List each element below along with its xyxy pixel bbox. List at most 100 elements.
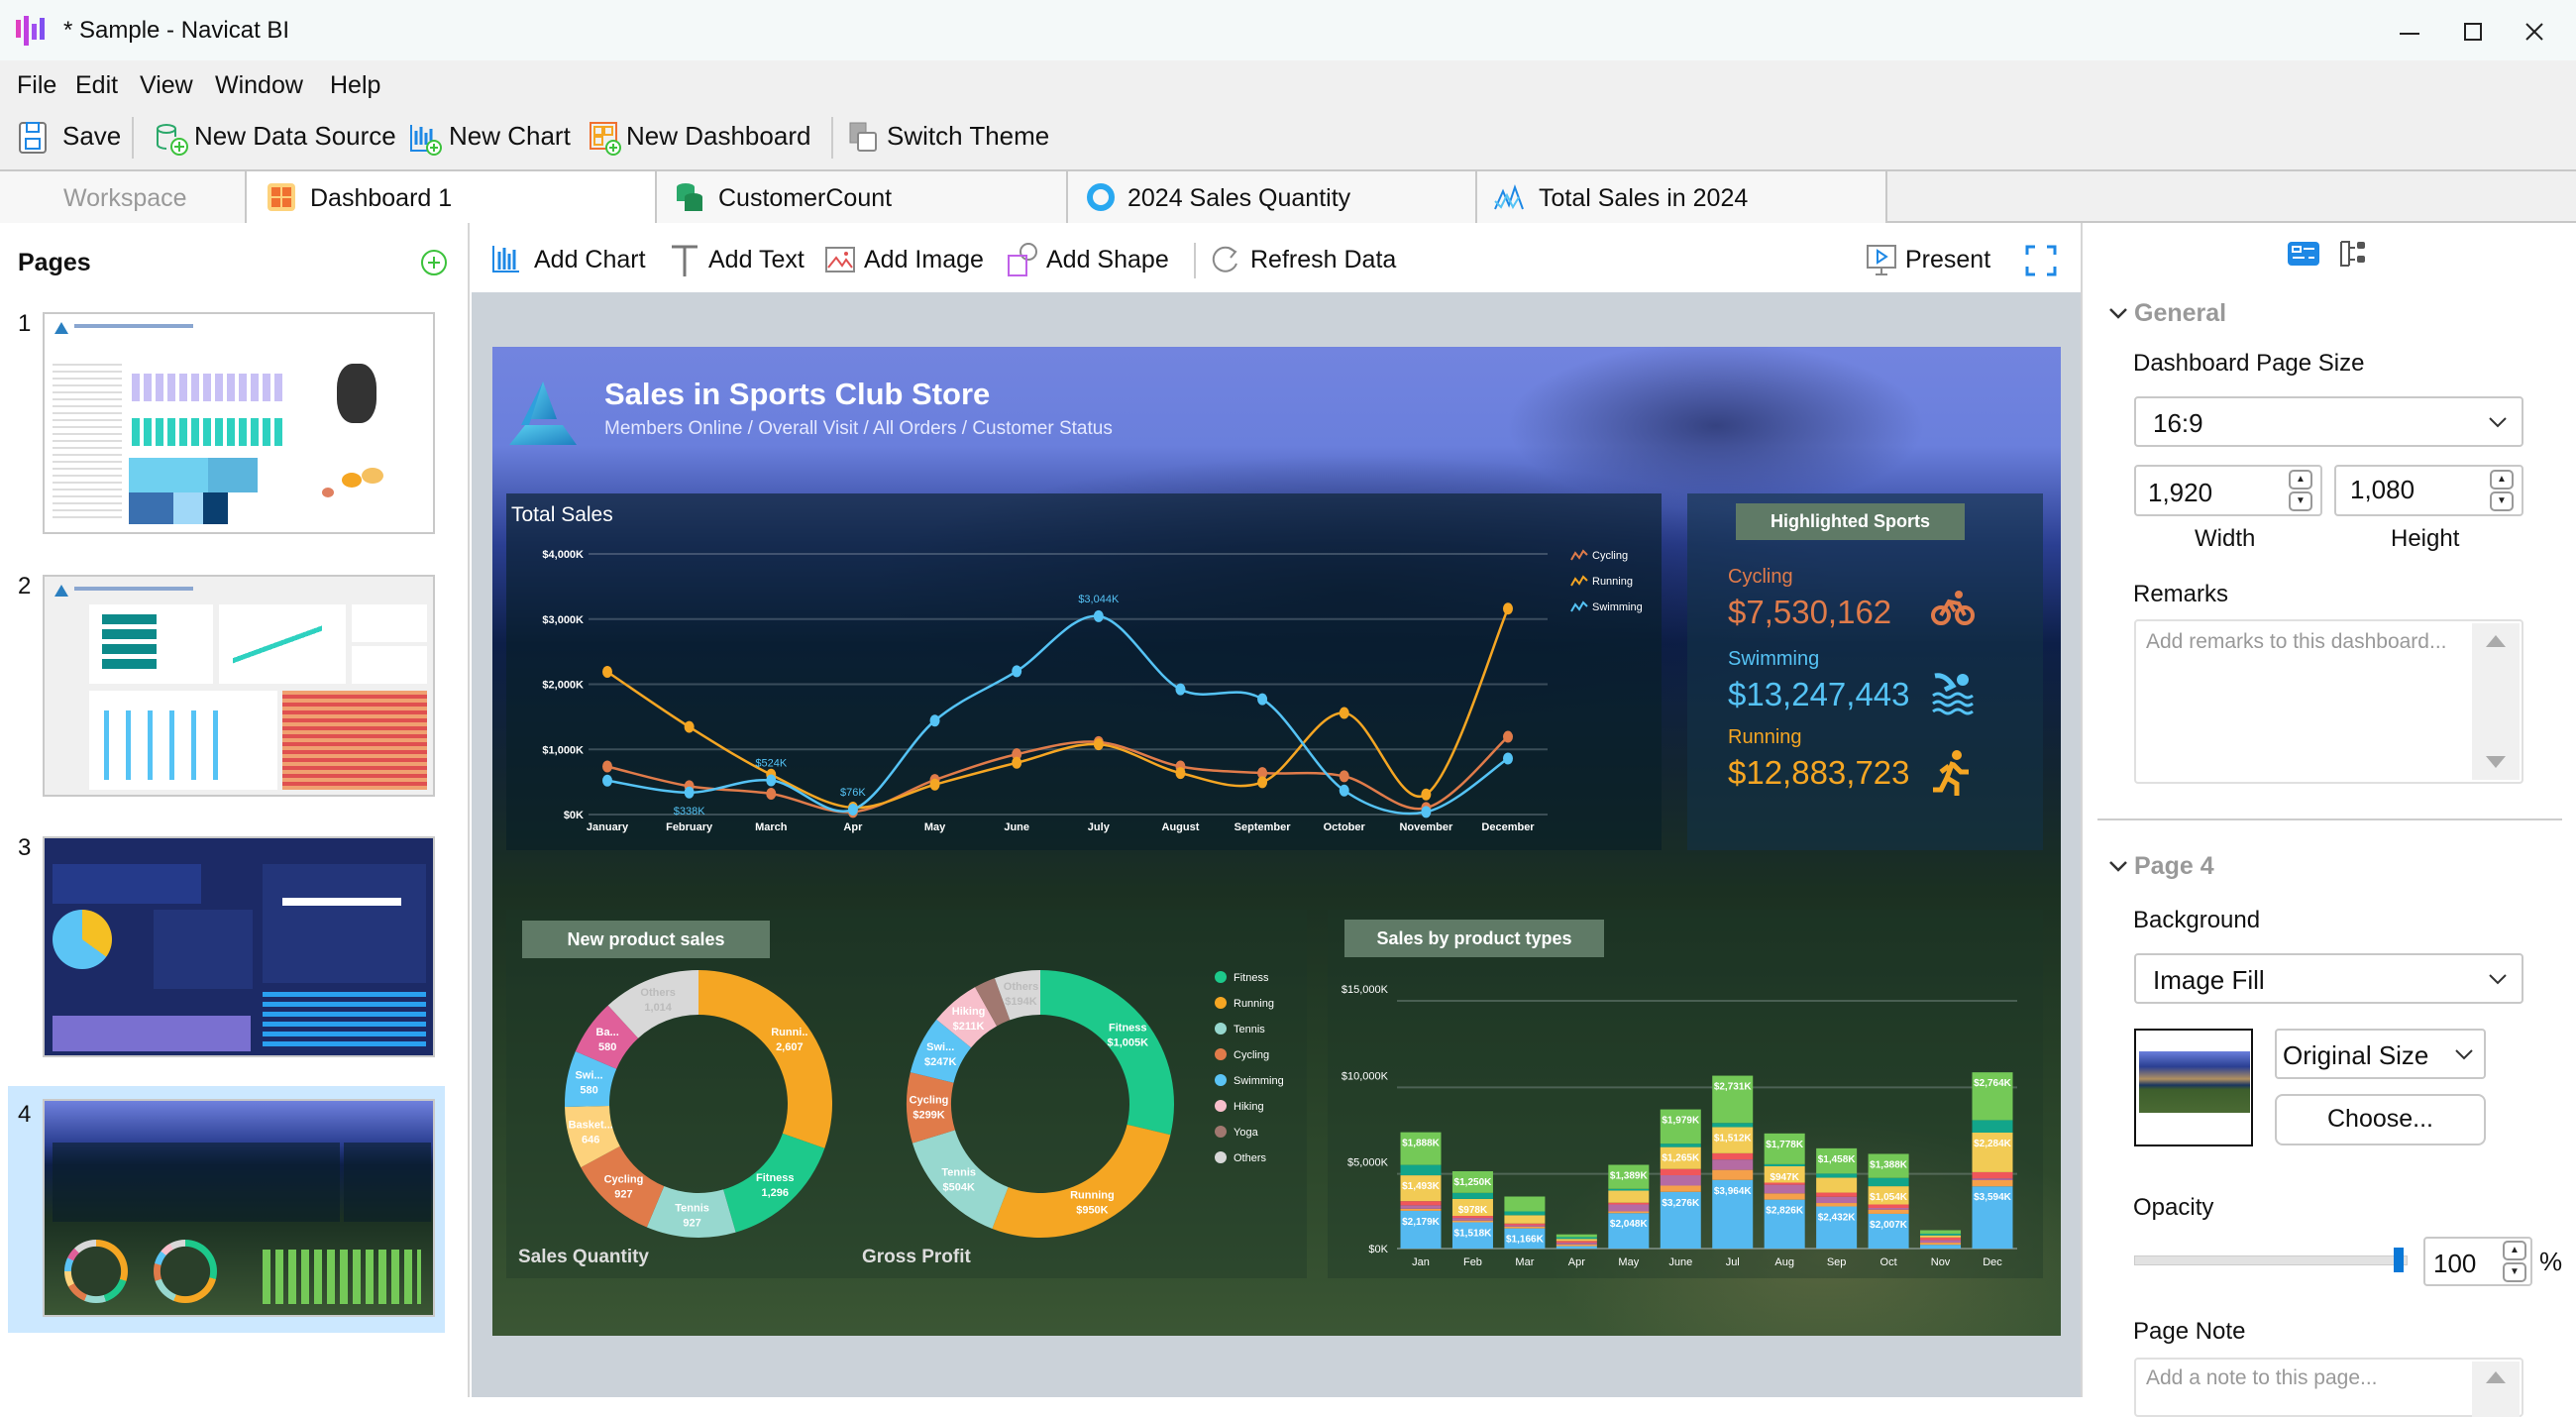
decrement-button[interactable]: ▼: [2289, 491, 2312, 511]
present-button[interactable]: Present: [1866, 242, 2004, 279]
data-label: $76K: [840, 787, 866, 799]
layers-view-icon[interactable]: [2338, 240, 2368, 268]
add-chart-button[interactable]: Add Chart: [489, 242, 658, 279]
opacity-slider[interactable]: [2134, 1255, 2408, 1265]
bar-segment: [1920, 1230, 1962, 1234]
close-icon[interactable]: [2522, 20, 2546, 44]
new-chart-button[interactable]: New Chart: [404, 117, 583, 159]
scroll-up-icon[interactable]: [2486, 635, 2506, 647]
scrollbar[interactable]: [2472, 623, 2520, 780]
slice-label: Fitness: [1109, 1022, 1147, 1034]
tab-dashboard-1[interactable]: Dashboard 1: [247, 171, 657, 225]
x-tick-label: Nov: [1931, 1256, 1951, 1268]
donut-slice: [936, 987, 998, 1048]
y-tick-label: $2,000K: [542, 680, 584, 692]
decrement-button[interactable]: ▼: [2490, 491, 2514, 511]
page-thumbnail-1[interactable]: [43, 312, 435, 534]
tab-workspace[interactable]: Workspace: [0, 171, 247, 223]
series-line-cycling: [606, 735, 1509, 814]
opacity-slider-thumb[interactable]: [2394, 1248, 2404, 1272]
gross-profit-label: Gross Profit: [862, 1247, 971, 1267]
legend-marker: [1215, 1074, 1227, 1086]
bar-segment: [1660, 1185, 1701, 1192]
menu-window[interactable]: Window: [215, 71, 303, 99]
properties-view-icon[interactable]: [2287, 241, 2320, 267]
new-dashboard-button[interactable]: New Dashboard: [585, 117, 822, 159]
y-tick-label: $15,000K: [1342, 984, 1389, 996]
sales-by-product-types-panel[interactable]: Sales by product types $0K $5,000K $10,000…: [1328, 910, 2043, 1278]
increment-button[interactable]: ▲: [2503, 1241, 2526, 1260]
page-note-textarea[interactable]: Add a note to this page...: [2134, 1358, 2523, 1417]
bar-segment: [1764, 1193, 1805, 1200]
width-input[interactable]: 1,920 ▲ ▼: [2134, 465, 2322, 516]
menu-edit[interactable]: Edit: [75, 71, 119, 99]
tab-2024-sales-quantity[interactable]: 2024 Sales Quantity: [1068, 171, 1477, 223]
page-section-header[interactable]: Page 4: [2134, 852, 2214, 880]
bar-segment: [1764, 1133, 1805, 1164]
new-product-sales-panel[interactable]: New product sales Runni.. 2,607 Fitness 1,2…: [506, 910, 1307, 1278]
image-size-select[interactable]: Original Size: [2275, 1029, 2486, 1079]
slice-label: Runni..: [771, 1027, 807, 1038]
bar-segment: [1451, 1216, 1493, 1219]
highlighted-sports-panel[interactable]: Highlighted Sports Cycling $7,530,162 Sw…: [1687, 493, 2043, 850]
series-line-running: [606, 607, 1510, 810]
slice-label: Fitness: [756, 1172, 795, 1184]
scrollbar[interactable]: [2472, 1362, 2520, 1417]
scroll-up-icon[interactable]: [2486, 1371, 2506, 1383]
legend-icon: [1570, 575, 1588, 587]
page-thumbnail-2[interactable]: [43, 575, 435, 797]
minimize-icon[interactable]: [2398, 20, 2421, 44]
data-label: $2,179K: [1402, 1217, 1441, 1228]
background-image-preview[interactable]: [2134, 1029, 2253, 1146]
choose-image-button[interactable]: Choose...: [2275, 1094, 2486, 1145]
data-point: [684, 786, 695, 799]
page-thumbnail-4[interactable]: [43, 1099, 435, 1317]
increment-button[interactable]: ▲: [2490, 470, 2514, 490]
general-section-header[interactable]: General: [2134, 299, 2227, 327]
fullscreen-icon[interactable]: [2025, 245, 2057, 276]
add-image-button[interactable]: Add Image: [824, 242, 998, 279]
background-select[interactable]: Image Fill: [2134, 953, 2523, 1004]
refresh-data-button[interactable]: Refresh Data: [1209, 242, 1412, 279]
page-size-select[interactable]: 16:9: [2134, 396, 2523, 447]
remarks-textarea[interactable]: Add remarks to this dashboard...: [2134, 619, 2523, 784]
new-dashboard-icon: [590, 122, 621, 156]
total-sales-panel[interactable]: Total Sales $0K $1,000K $2,000K $3,000K $4,0…: [506, 493, 1662, 850]
sport-label: Running: [1728, 726, 1802, 748]
x-tick-label: Apr: [843, 821, 863, 833]
new-data-source-button[interactable]: New Data Source: [151, 117, 398, 159]
bar-segment: [1660, 1175, 1701, 1186]
chevron-down-icon[interactable]: [2107, 302, 2129, 324]
slice-value: 646: [582, 1135, 599, 1146]
menu-help[interactable]: Help: [330, 71, 381, 99]
add-shape-button[interactable]: Add Shape: [1007, 242, 1185, 279]
bar-segment: [1816, 1203, 1858, 1207]
increment-button[interactable]: ▲: [2289, 470, 2312, 490]
dashboard-page[interactable]: Sales in Sports Club Store Members Onlin…: [492, 347, 2061, 1336]
donut-charts: Runni.. 2,607 Fitness 1,296 Tennis 927 Cycling…: [565, 970, 1284, 1238]
bar-segment: [1451, 1218, 1493, 1221]
menu-file[interactable]: File: [17, 71, 57, 99]
tab-customercount[interactable]: CustomerCount: [657, 171, 1068, 223]
opacity-input[interactable]: 100 ▲ ▼: [2423, 1237, 2532, 1286]
donut-slice: [1040, 970, 1174, 1136]
add-page-icon[interactable]: [419, 248, 449, 277]
x-tick-label: September: [1234, 821, 1292, 833]
save-button[interactable]: Save: [14, 117, 123, 159]
x-tick-label: Aug: [1774, 1256, 1794, 1268]
scroll-down-icon[interactable]: [2486, 756, 2506, 768]
slice-label: Hiking: [952, 1006, 986, 1018]
save-icon: [19, 122, 47, 154]
add-text-button[interactable]: Add Text: [670, 242, 818, 279]
chevron-down-icon[interactable]: [2107, 855, 2129, 877]
bar-segment: [1400, 1175, 1442, 1202]
menu-view[interactable]: View: [140, 71, 193, 99]
maximize-icon[interactable]: [2461, 20, 2485, 44]
page-thumbnail-3[interactable]: [43, 836, 435, 1057]
decrement-button[interactable]: ▼: [2503, 1262, 2526, 1282]
dashboard-logo: [509, 382, 577, 445]
tab-total-sales-in-2024[interactable]: Total Sales in 2024: [1477, 171, 1887, 223]
switch-theme-button[interactable]: Switch Theme: [844, 117, 1062, 159]
title-bar: * Sample - Navicat BI: [0, 0, 2576, 60]
height-input[interactable]: 1,080 ▲ ▼: [2334, 465, 2523, 516]
